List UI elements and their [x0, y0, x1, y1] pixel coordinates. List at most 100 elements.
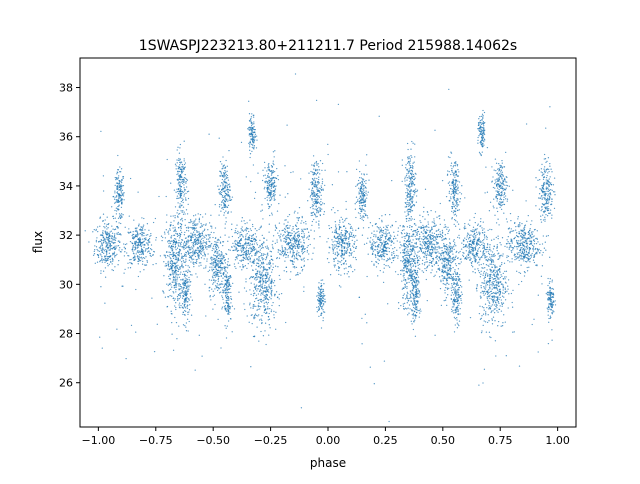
- data-point: [220, 254, 222, 256]
- data-point: [245, 246, 248, 248]
- data-point: [149, 252, 151, 254]
- data-point: [362, 190, 364, 193]
- data-point: [114, 233, 116, 235]
- data-point: [106, 258, 109, 260]
- data-point: [200, 222, 202, 225]
- data-point: [103, 248, 105, 251]
- data-point: [268, 296, 271, 298]
- data-point: [227, 279, 229, 281]
- data-point: [187, 304, 189, 306]
- data-point: [346, 217, 348, 220]
- data-point: [195, 223, 197, 225]
- data-point: [358, 187, 360, 189]
- data-point: [143, 234, 145, 237]
- data-point: [248, 134, 250, 136]
- data-point: [408, 270, 410, 273]
- data-point: [134, 257, 136, 259]
- data-point: [196, 224, 198, 226]
- data-point: [187, 251, 190, 253]
- data-point: [195, 240, 198, 242]
- data-point: [273, 170, 276, 173]
- data-point: [168, 277, 171, 280]
- data-point: [223, 214, 225, 216]
- data-point: [225, 173, 228, 176]
- data-point: [255, 268, 257, 270]
- data-point: [183, 177, 186, 179]
- data-point: [318, 307, 320, 309]
- data-point: [179, 219, 182, 221]
- data-point: [184, 162, 187, 164]
- data-point: [170, 215, 172, 217]
- data-point: [155, 236, 157, 239]
- data-point: [137, 246, 139, 249]
- data-point: [111, 235, 114, 238]
- data-point: [174, 265, 176, 267]
- data-point: [172, 242, 175, 244]
- data-point: [313, 230, 316, 232]
- data-point: [165, 264, 168, 267]
- data-point: [272, 190, 275, 192]
- data-point: [109, 249, 111, 251]
- data-point: [321, 279, 324, 281]
- data-point: [221, 182, 223, 184]
- data-point: [183, 179, 185, 181]
- data-point: [263, 267, 265, 269]
- data-point: [316, 210, 318, 212]
- data-point: [303, 233, 305, 235]
- data-point: [227, 320, 230, 322]
- data-point: [189, 234, 191, 237]
- data-point: [222, 190, 224, 192]
- data-point: [121, 201, 123, 203]
- data-point: [95, 246, 98, 248]
- data-point: [253, 300, 256, 303]
- data-point: [255, 287, 257, 290]
- data-point: [185, 227, 188, 229]
- data-point: [119, 247, 121, 249]
- data-point: [185, 294, 187, 296]
- data-point: [234, 239, 236, 242]
- data-point: [342, 234, 344, 236]
- data-point: [202, 242, 204, 244]
- data-point: [178, 253, 180, 255]
- data-point: [171, 261, 174, 263]
- data-point: [174, 245, 177, 248]
- data-point: [311, 198, 313, 200]
- data-point: [264, 322, 267, 324]
- data-point: [178, 206, 180, 208]
- data-point: [187, 285, 189, 288]
- data-point: [95, 228, 97, 231]
- data-point: [292, 253, 294, 255]
- data-point: [180, 161, 182, 163]
- data-point: [323, 283, 325, 285]
- data-point: [264, 268, 267, 270]
- data-point: [373, 233, 375, 236]
- data-point: [352, 229, 354, 231]
- data-point: [254, 273, 257, 275]
- data-point: [147, 244, 149, 246]
- data-point: [237, 230, 239, 233]
- data-point: [403, 274, 405, 276]
- data-point: [217, 254, 219, 256]
- data-point: [261, 284, 264, 286]
- data-point: [257, 265, 259, 268]
- data-point: [288, 242, 291, 245]
- data-point: [296, 250, 298, 252]
- data-point: [274, 191, 276, 193]
- data-point: [273, 195, 276, 197]
- data-point: [320, 194, 322, 197]
- data-point: [266, 187, 269, 189]
- data-point: [178, 197, 180, 199]
- data-point: [240, 254, 242, 256]
- data-point: [343, 247, 345, 249]
- data-point: [265, 294, 267, 296]
- data-point: [114, 237, 116, 239]
- data-point: [338, 226, 341, 229]
- data-point: [134, 247, 137, 249]
- data-point: [319, 208, 321, 210]
- data-point: [182, 247, 184, 249]
- data-point: [134, 256, 136, 258]
- data-point: [405, 280, 407, 282]
- data-point: [212, 236, 214, 239]
- data-point: [263, 237, 265, 239]
- data-point: [252, 225, 254, 228]
